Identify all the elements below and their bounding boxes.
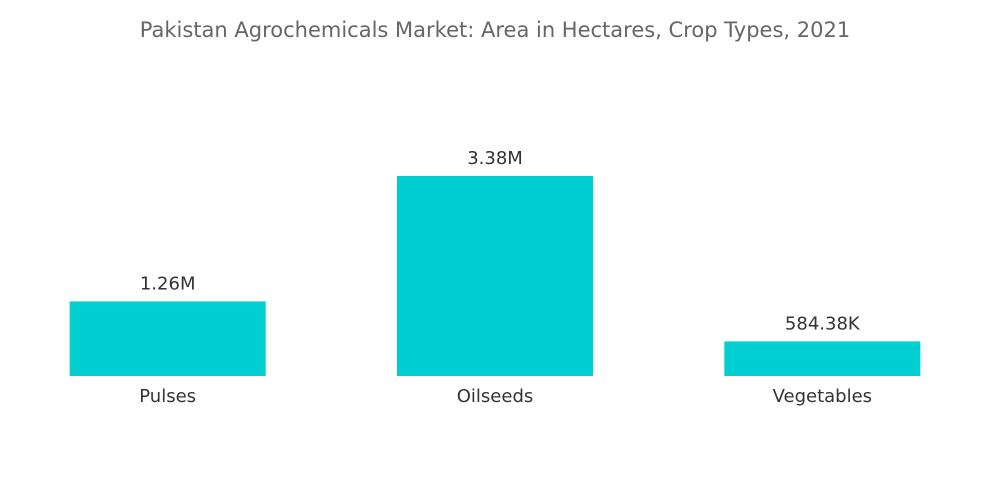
value-label: 1.26M <box>140 273 196 294</box>
x-tick-label: Oilseeds <box>457 386 534 407</box>
x-tick-label: Pulses <box>139 386 196 407</box>
x-tick-label: Vegetables <box>773 386 872 407</box>
bar <box>724 341 921 376</box>
bar <box>397 176 593 376</box>
bar <box>69 301 266 376</box>
value-label: 584.38K <box>785 313 861 334</box>
chart-title: Pakistan Agrochemicals Market: Area in H… <box>140 18 850 42</box>
value-label: 3.38M <box>467 148 523 169</box>
